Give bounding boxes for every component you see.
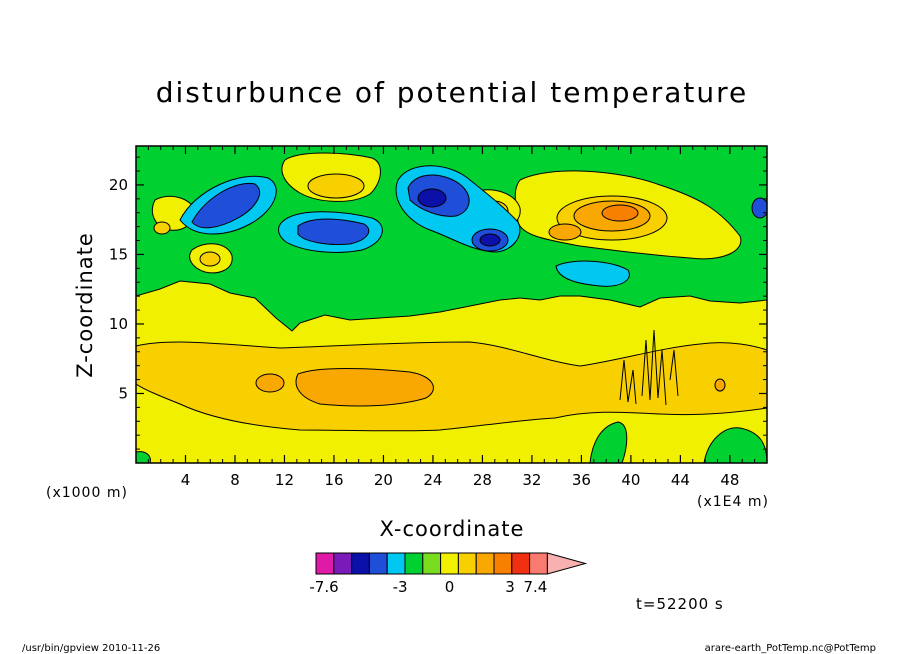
x-tick-label: 20 [374,471,393,489]
x-unit-label: (x1E4 m) [697,494,769,510]
contour-core-blue-5 [751,197,767,219]
colorbar-swatch [351,552,370,575]
colorbar-swatch [457,552,477,575]
contour-blob-darkorange [255,373,285,393]
y-unit-label: (x1000 m) [46,485,128,501]
contour-core-blue-1 [191,182,261,229]
x-tick-label: 48 [720,471,739,489]
colorbar-swatch [511,552,531,575]
plot-area [135,145,768,464]
contour-band-orange [136,341,767,432]
contour-core-cyan-4 [555,260,630,287]
x-tick-label: 16 [324,471,343,489]
contour-streaks [619,329,679,406]
colorbar-tick-label: 7.4 [523,578,547,596]
footer-right: arare-earth_PotTemp.nc@PotTemp [705,643,876,654]
x-axis: 4 8 12 16 20 24 28 32 36 40 44 48 [147,146,756,489]
contour-band-darkorange [295,368,434,407]
y-axis-title: Z-coordinate [73,232,97,378]
colorbar-tick-label: 3 [505,578,515,596]
x-tick-label: 40 [621,471,640,489]
contour-patch-green-bottom-2 [703,427,767,463]
colorbar-swatch [440,552,459,575]
colorbar-swatch [386,552,406,575]
y-axis: 5 10 15 20 [109,156,767,450]
x-tick-label: 28 [473,471,492,489]
plot-frame [135,145,768,464]
y-tick-label: 15 [109,245,128,263]
contour-blob-darkorange [548,223,582,241]
contour-blob-red-orange [601,204,639,222]
colorbar-tick-label: -3 [393,578,408,596]
colorbar-extend-arrow [546,552,588,575]
time-label: t=52200 s [636,595,724,613]
colorbar-tick-label: -7.6 [309,578,338,596]
contour-blob-orange [153,221,171,235]
colorbar-swatch [422,552,442,575]
colorbar-swatch [315,552,335,575]
contour-core-blue-2 [297,218,370,245]
colorbar-swatch [529,552,548,575]
x-axis-title: X-coordinate [380,517,525,541]
colorbar-swatch [475,552,495,575]
x-tick-label: 24 [423,471,442,489]
colorbar-swatch [368,552,388,575]
contour-core-navy [417,188,447,208]
x-tick-label: 36 [572,471,591,489]
x-tick-label: 4 [181,471,191,489]
contour-core-navy [479,233,501,247]
colorbar: -7.6 -3 0 3 7.4 [309,552,588,596]
contour-patch-green-bottom-1 [589,421,628,463]
y-tick-label: 10 [109,315,128,333]
chart-title: disturbunce of potential temperature [156,76,749,109]
x-tick-label: 8 [230,471,240,489]
y-tick-label: 5 [118,384,128,402]
x-tick-label: 12 [275,471,294,489]
contour-blob-darkorange [714,378,726,392]
x-tick-label: 32 [522,471,541,489]
footer-left: /usr/bin/gpview 2010-11-26 [22,643,160,654]
colorbar-swatch [333,552,353,575]
contour-blob-orange [307,173,365,199]
colorbar-tick-label: 0 [445,578,455,596]
contour-blob-orange [199,251,221,267]
colorbar-swatch [404,552,424,575]
y-tick-label: 20 [109,176,128,194]
x-tick-label: 44 [671,471,690,489]
colorbar-swatch [493,552,513,575]
